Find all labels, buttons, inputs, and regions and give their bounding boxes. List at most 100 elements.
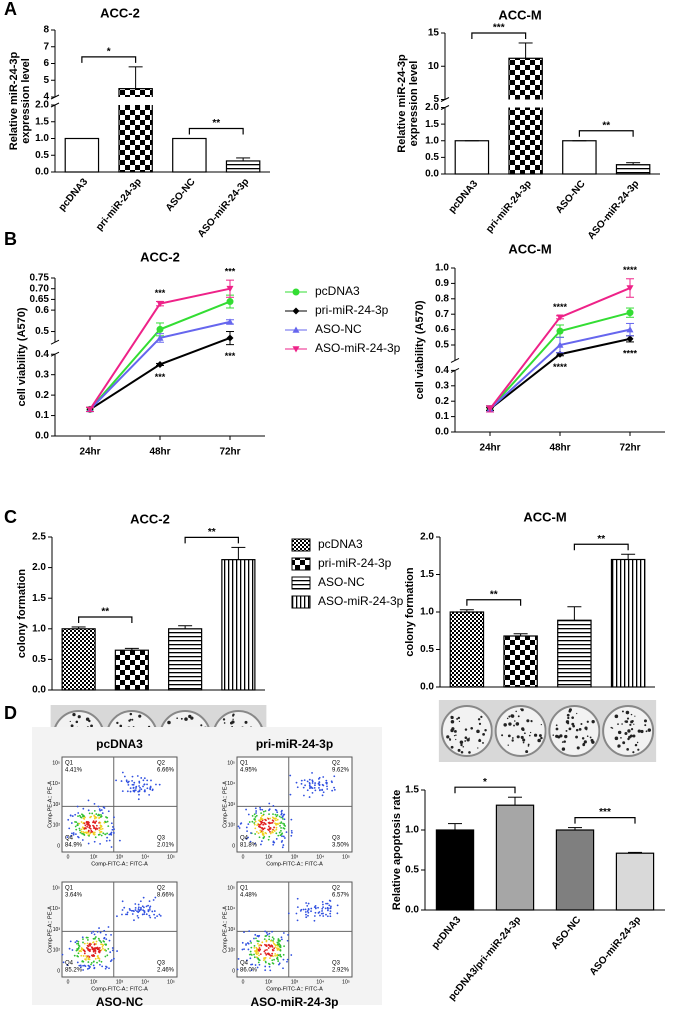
- event-dot: [140, 788, 143, 791]
- flow-y-tick: 10²: [53, 823, 61, 829]
- event-dot: [281, 846, 284, 849]
- event-dot: [282, 953, 285, 956]
- event-dot: [286, 960, 288, 963]
- y-tick-label: 0.5: [32, 654, 46, 665]
- event-dot: [134, 789, 137, 792]
- colony-dot: [232, 718, 234, 721]
- y-tick-label: 8: [43, 25, 49, 36]
- event-dot: [103, 929, 106, 932]
- event-dot: [131, 783, 134, 786]
- event-dot: [264, 949, 267, 952]
- y-tick-label: 0.3: [35, 369, 49, 380]
- y-tick-label: 15: [428, 28, 440, 39]
- significance-label: ****: [553, 302, 568, 312]
- colony-dot: [508, 722, 512, 726]
- legend-label: pcDNA3: [315, 284, 360, 298]
- flow-x-tick: 10²: [265, 979, 273, 985]
- event-dot: [269, 830, 271, 833]
- event-dot: [270, 955, 272, 957]
- event-dot: [278, 822, 281, 825]
- event-dot: [274, 944, 277, 947]
- flow-plot: [61, 881, 178, 978]
- flow-x-tick: 10⁵: [167, 979, 175, 985]
- event-dot: [272, 940, 275, 943]
- event-dot: [92, 930, 95, 933]
- event-dot: [133, 781, 136, 784]
- event-dot: [148, 909, 151, 911]
- quadrant-name: Q1: [65, 886, 74, 892]
- event-dot: [260, 840, 263, 843]
- y-tick-label: 0.0: [32, 685, 46, 696]
- event-dot: [102, 832, 105, 835]
- event-dot: [149, 785, 152, 788]
- significance-label: *: [483, 777, 487, 788]
- event-dot: [306, 910, 309, 912]
- event-dot: [275, 838, 278, 840]
- event-dot: [247, 942, 250, 945]
- bar: [61, 628, 96, 691]
- bar: [555, 829, 595, 911]
- colony-dot: [572, 724, 575, 728]
- event-dot: [262, 813, 265, 816]
- event-dot: [313, 786, 316, 789]
- flow-x-label: Comp-FITC-A:: FITC-A: [266, 986, 323, 992]
- event-dot: [87, 956, 90, 958]
- event-dot: [62, 961, 65, 964]
- event-dot: [281, 809, 283, 812]
- event-dot: [110, 832, 112, 835]
- event-dot: [86, 936, 89, 939]
- event-dot: [267, 947, 270, 949]
- event-dot: [86, 942, 89, 945]
- event-dot: [272, 840, 275, 843]
- event-dot: [272, 804, 275, 807]
- colony-dot: [537, 738, 541, 743]
- colony-dot: [72, 712, 76, 717]
- event-dot: [303, 779, 306, 782]
- event-dot: [268, 935, 271, 938]
- significance-bracket: [188, 127, 244, 135]
- event-dot: [126, 913, 129, 916]
- event-dot: [93, 943, 96, 945]
- event-dot: [102, 944, 105, 947]
- panel-letter: D: [4, 703, 17, 723]
- event-dot: [154, 916, 156, 919]
- event-dot: [131, 775, 134, 778]
- event-dot: [94, 937, 96, 940]
- event-dot: [93, 960, 95, 963]
- chart-title: ACC-M: [523, 509, 566, 524]
- event-dot: [115, 779, 117, 782]
- legend-marker: [292, 288, 300, 296]
- event-dot: [281, 817, 284, 820]
- event-dot: [275, 826, 278, 829]
- event-dot: [325, 902, 327, 905]
- event-dot: [143, 910, 146, 913]
- event-dot: [322, 906, 325, 909]
- event-dot: [253, 946, 256, 949]
- colony-dot: [527, 745, 530, 747]
- quadrant-value: 85.2%: [65, 968, 83, 974]
- event-dot: [100, 809, 103, 811]
- event-dot: [142, 779, 145, 782]
- event-dot: [131, 779, 133, 782]
- event-dot: [268, 943, 270, 946]
- colony-dot: [617, 730, 622, 735]
- colony-dot: [530, 719, 533, 723]
- event-dot: [101, 945, 104, 948]
- y-tick-label: 0.8: [435, 293, 449, 304]
- event-dot: [87, 829, 90, 832]
- event-dot: [97, 957, 99, 960]
- event-dot: [149, 916, 152, 919]
- event-dot: [256, 824, 259, 827]
- event-dot: [296, 786, 299, 789]
- event-dot: [83, 827, 86, 830]
- event-dot: [318, 781, 321, 783]
- event-dot: [111, 947, 114, 949]
- event-dot: [76, 948, 79, 950]
- event-dot: [314, 907, 317, 909]
- event-dot: [267, 818, 270, 820]
- event-dot: [110, 846, 113, 848]
- event-dot: [82, 814, 85, 817]
- series-marker: [626, 285, 634, 292]
- event-dot: [143, 913, 146, 916]
- y-tick-label: 1.0: [35, 133, 49, 144]
